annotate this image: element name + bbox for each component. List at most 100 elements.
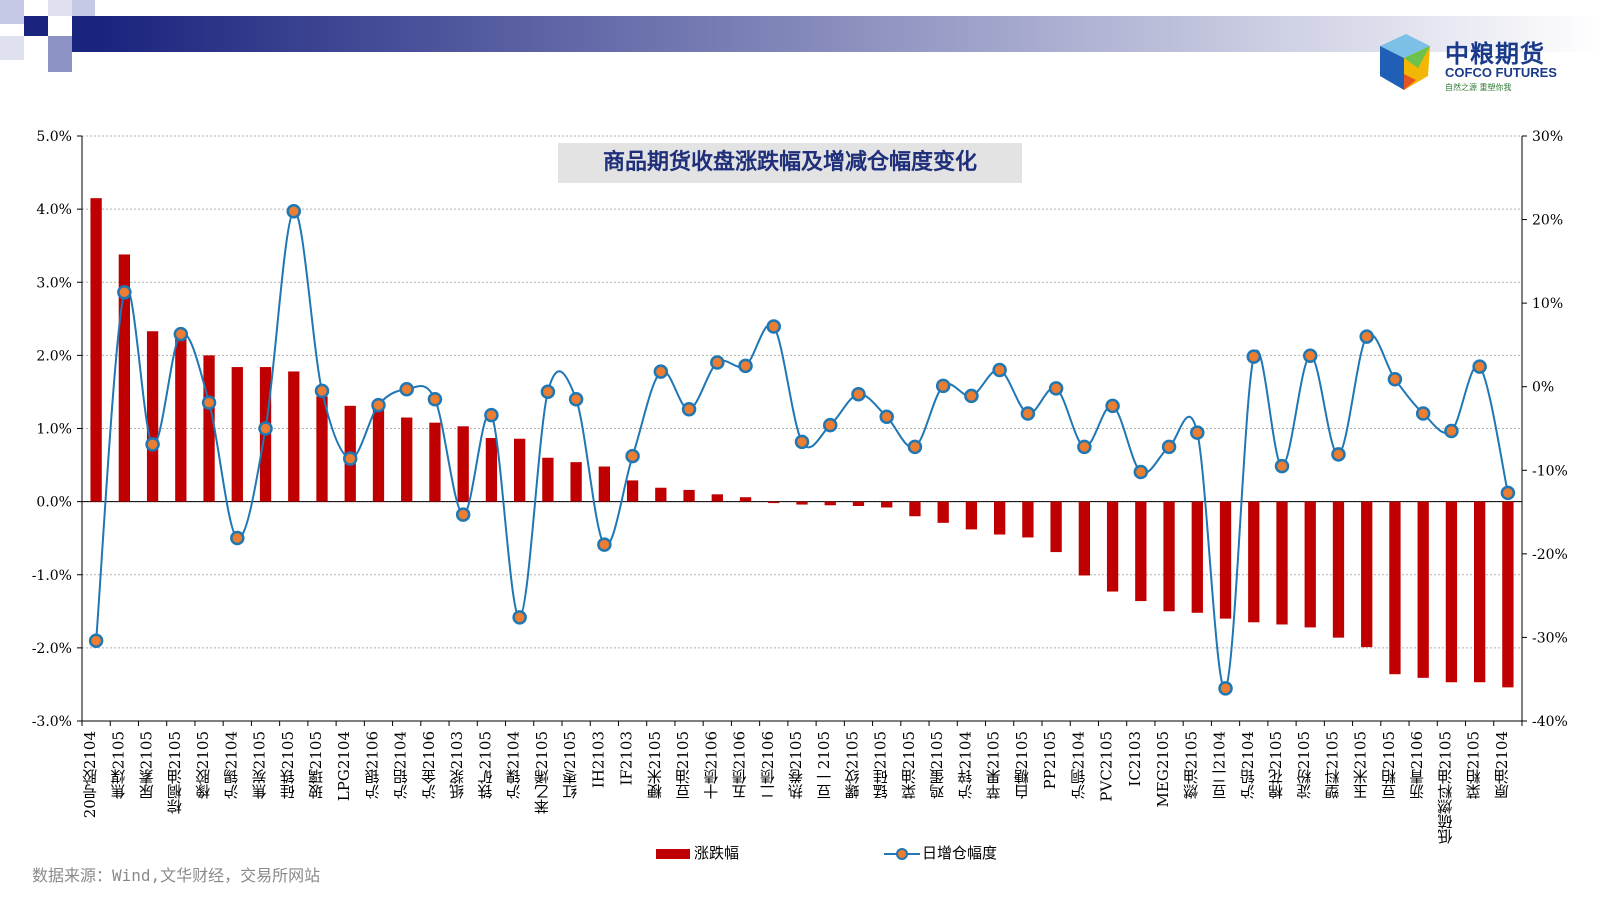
- category-label: 锰硅2105: [872, 731, 890, 799]
- category-label: 淀粉2105: [1295, 731, 1313, 799]
- bar: [626, 480, 639, 502]
- bar: [457, 426, 469, 502]
- logo-tagline: 自然之源 重塑你我: [1445, 83, 1512, 92]
- bar: [852, 501, 865, 507]
- category-label: 棉花2105: [1267, 731, 1285, 799]
- right-tick-label: 0%: [1532, 380, 1554, 396]
- bar: [1106, 501, 1119, 592]
- line-point: [907, 439, 923, 455]
- line-point: [427, 392, 443, 407]
- category-label: 低硫燃料油2105: [1436, 731, 1454, 844]
- bar: [1191, 501, 1203, 613]
- category-label: 玻璃2105: [307, 731, 325, 799]
- category-label: 五债2106: [731, 731, 749, 799]
- category-label: IH2103: [589, 731, 607, 788]
- line-point: [1387, 371, 1403, 387]
- bar: [146, 331, 159, 502]
- line-point: [540, 384, 556, 399]
- line-point: [822, 417, 838, 433]
- line-point: [1500, 485, 1516, 501]
- line-point: [766, 319, 782, 334]
- category-label: 沪锡2104: [222, 731, 240, 799]
- bar: [994, 501, 1006, 535]
- bar: [1135, 501, 1147, 602]
- line-point: [738, 358, 753, 374]
- bar: [1474, 501, 1486, 683]
- line-point: [681, 402, 697, 417]
- legend-bar-label: 涨跌幅: [694, 844, 740, 862]
- bar: [1417, 501, 1429, 678]
- bar: [570, 462, 582, 502]
- left-tick-label: 5.0%: [36, 129, 72, 145]
- line-point: [1331, 447, 1346, 462]
- header-square-1: [0, 0, 24, 24]
- category-label: IF2103: [618, 731, 636, 786]
- bar: [90, 198, 102, 502]
- bar: [1276, 501, 1288, 625]
- left-tick-label: 1.0%: [36, 422, 72, 438]
- category-label: 豆二2104: [1211, 731, 1229, 799]
- category-label: 尿素2105: [138, 731, 156, 799]
- legend-line-label: 日增仓幅度: [922, 844, 998, 862]
- bar: [118, 254, 130, 502]
- category-label: 二债2106: [759, 731, 777, 799]
- bar: [1361, 501, 1373, 648]
- category-label: 豆粕2105: [1380, 731, 1398, 799]
- line-point: [455, 507, 471, 522]
- right-tick-label: -20%: [1532, 547, 1568, 563]
- bar: [203, 355, 215, 502]
- bar: [372, 406, 385, 502]
- bar: [1219, 501, 1232, 619]
- left-tick-label: 4.0%: [36, 202, 72, 218]
- line-point: [1048, 381, 1064, 396]
- left-tick-label: 0.0%: [36, 495, 72, 511]
- bar: [1389, 501, 1401, 675]
- bar: [542, 457, 554, 502]
- line-point: [201, 395, 217, 410]
- category-label: 燃油2105: [1182, 731, 1200, 800]
- bar: [1022, 501, 1034, 538]
- right-tick-label: 20%: [1532, 213, 1563, 229]
- bar: [1163, 501, 1175, 612]
- category-label: 沪铜2104: [1069, 731, 1087, 799]
- line-point: [625, 448, 640, 464]
- line-point: [314, 383, 330, 399]
- category-label: 硅铁2105: [279, 731, 297, 799]
- category-label: 苯乙烯2105: [533, 731, 551, 814]
- category-label: 粳米2105: [646, 731, 664, 799]
- category-label: 豆一2105: [815, 731, 833, 799]
- bar: [768, 501, 780, 504]
- cube-logo-icon: [1380, 34, 1430, 90]
- line-point: [935, 378, 951, 394]
- bar: [683, 489, 695, 502]
- header-square-7: [72, 0, 95, 16]
- category-label: 铁矿2105: [476, 731, 494, 799]
- right-tick-label: 10%: [1532, 296, 1563, 312]
- category-label: 沪镍2104: [505, 731, 523, 799]
- line-point: [258, 421, 273, 436]
- category-label: 塑料2105: [1323, 731, 1341, 799]
- category-label: 螺纹2105: [843, 731, 861, 799]
- line-point: [173, 326, 189, 342]
- line-point: [230, 530, 245, 546]
- line-point: [145, 437, 160, 452]
- bar: [711, 494, 723, 502]
- bar: [1050, 501, 1062, 553]
- legend-bar: 涨跌幅: [656, 842, 739, 863]
- company-logo: 中粮期货 COFCO FUTURES 自然之源 重塑你我: [1370, 28, 1585, 98]
- left-tick-label: 2.0%: [36, 348, 72, 364]
- line-point: [851, 386, 866, 402]
- line-point: [88, 633, 104, 649]
- category-label: PVC2105: [1098, 731, 1116, 802]
- category-label: IC2103: [1126, 731, 1144, 787]
- line-point: [710, 355, 725, 370]
- bar: [1304, 501, 1316, 628]
- header-gradient-band: [0, 0, 1600, 72]
- category-label: 菜油2105: [900, 731, 918, 799]
- bar: [796, 501, 808, 505]
- logo-name-en: COFCO FUTURES: [1445, 65, 1557, 80]
- bar: [316, 396, 328, 502]
- category-label: 20号胶2104: [81, 731, 99, 818]
- header-square-5: [0, 36, 24, 60]
- line-point: [399, 381, 414, 397]
